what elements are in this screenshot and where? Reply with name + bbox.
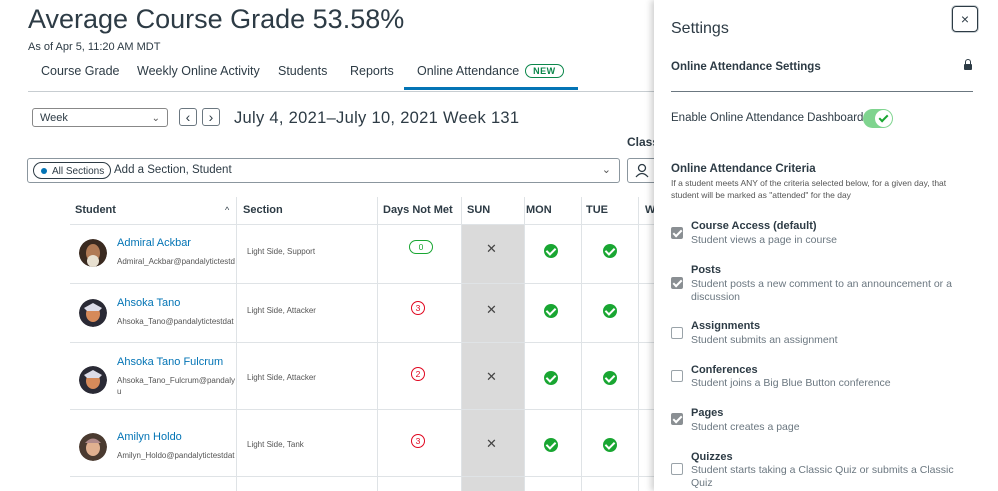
criterion-name: Assignments <box>691 320 761 332</box>
all-sections-pill[interactable]: All Sections <box>33 162 112 179</box>
person-icon <box>635 163 649 178</box>
attended-check-icon <box>603 304 617 318</box>
wed-header: W <box>645 204 654 216</box>
tue-header: TUE <box>586 204 608 216</box>
previous-week-button[interactable]: ‹ <box>179 108 197 126</box>
student-email: Amilyn_Holdo@pandalytictestdat <box>117 451 235 460</box>
criterion-name: Conferences <box>691 364 758 376</box>
criteria-heading: Online Attendance Criteria <box>671 163 816 175</box>
days-not-met-badge: 0 <box>409 240 433 254</box>
settings-title: Settings <box>671 20 729 37</box>
attended-check-icon <box>603 438 617 452</box>
student-view-button[interactable] <box>627 158 657 183</box>
attended-check-icon <box>544 244 558 258</box>
student-header[interactable]: Student <box>75 204 116 216</box>
student-section: Light Side, Tank <box>247 440 304 449</box>
days-not-met-header[interactable]: Days Not Met <box>383 204 453 216</box>
criterion-description: Student submits an assignment <box>691 334 838 346</box>
all-sections-label: All Sections <box>52 166 105 177</box>
page-title: Average Course Grade 53.58% <box>28 4 405 34</box>
student-email: Admiral_Ackbar@pandalytictestd <box>117 257 235 266</box>
tab-online-attendance[interactable]: Online Attendance NEW <box>404 64 578 90</box>
days-not-met-badge: 3 <box>411 434 425 448</box>
as-of-timestamp: As of Apr 5, 11:20 AM MDT <box>28 41 161 53</box>
student-section: Light Side, Attacker <box>247 306 316 315</box>
settings-panel: Settings × Online Attendance Settings En… <box>654 0 998 491</box>
tab-course-grade[interactable]: Course Grade <box>41 64 120 78</box>
sort-icon[interactable]: ^ <box>225 205 230 215</box>
class-label: Class <box>627 135 660 149</box>
date-range: July 4, 2021–July 10, 2021 Week 131 <box>234 109 520 127</box>
pages-checkbox[interactable] <box>671 413 683 425</box>
chevron-down-icon[interactable]: ⌄ <box>601 164 611 176</box>
attended-check-icon <box>603 371 617 385</box>
avatar <box>79 433 107 461</box>
absent-x-icon: ✕ <box>486 369 497 384</box>
student-section: Light Side, Support <box>247 247 316 256</box>
chevron-down-icon: ⌄ <box>151 113 160 124</box>
avatar <box>79 299 107 327</box>
dot-icon <box>41 168 47 174</box>
criterion-description: Student joins a Big Blue Button conferen… <box>691 377 891 389</box>
posts-checkbox[interactable] <box>671 277 683 289</box>
criterion-description: Student starts taking a Classic Quiz or … <box>691 464 954 489</box>
attended-check-icon <box>544 304 558 318</box>
quizzes-checkbox[interactable] <box>671 463 683 475</box>
week-select-value: Week <box>40 112 68 124</box>
criterion-name: Posts <box>691 264 721 276</box>
student-email: Ahsoka_Tano_Fulcrum@pandaly u <box>117 376 235 396</box>
absent-x-icon: ✕ <box>486 436 497 451</box>
tab-weekly-online-activity[interactable]: Weekly Online Activity <box>137 64 260 78</box>
section-header[interactable]: Section <box>243 204 283 216</box>
avatar <box>79 366 107 394</box>
criterion-name: Pages <box>691 407 724 419</box>
criterion-name: Course Access (default) <box>691 220 817 232</box>
tab-students[interactable]: Students <box>278 64 328 78</box>
sun-header: SUN <box>467 204 491 216</box>
criterion-description: Student views a page in course <box>691 234 837 246</box>
attended-check-icon <box>544 438 558 452</box>
criterion-name: Quizzes <box>691 451 733 463</box>
enable-dashboard-toggle[interactable] <box>863 109 893 128</box>
new-badge: NEW <box>525 64 564 78</box>
days-not-met-badge: 3 <box>411 301 425 315</box>
criterion-description: Student posts a new comment to an announ… <box>691 278 952 303</box>
mon-header: MON <box>526 204 552 216</box>
criteria-description: If a student meets ANY of the criteria s… <box>671 178 947 200</box>
filter-placeholder: Add a Section, Student <box>114 164 232 176</box>
tab-online-attendance-label: Online Attendance <box>417 64 520 78</box>
close-button[interactable]: × <box>952 6 978 32</box>
student-name-link[interactable]: Ahsoka Tano <box>117 297 181 309</box>
next-week-button[interactable]: › <box>202 108 220 126</box>
student-name-link[interactable]: Admiral Ackbar <box>117 237 191 249</box>
toggle-knob <box>875 110 892 127</box>
sunday-column-shade <box>461 225 524 491</box>
student-section: Light Side, Attacker <box>247 373 316 382</box>
lock-icon <box>964 59 972 70</box>
online-attendance-settings-heading: Online Attendance Settings <box>671 61 821 73</box>
tab-reports[interactable]: Reports <box>350 64 394 78</box>
course-access-checkbox[interactable] <box>671 227 683 239</box>
days-not-met-badge: 2 <box>411 367 425 381</box>
tab-bar: Course Grade Weekly Online Activity Stud… <box>28 58 654 92</box>
week-select[interactable]: Week ⌄ <box>32 108 168 127</box>
section-student-filter[interactable]: All Sections Add a Section, Student ⌄ <box>27 158 620 183</box>
avatar <box>79 239 107 267</box>
attended-check-icon <box>603 244 617 258</box>
criterion-description: Student creates a page <box>691 421 800 433</box>
absent-x-icon: ✕ <box>486 241 497 256</box>
student-email: Ahsoka_Tano@pandalytictestdat <box>117 317 234 326</box>
enable-dashboard-label: Enable Online Attendance Dashboard <box>671 112 864 124</box>
divider <box>671 91 973 92</box>
student-name-link[interactable]: Ahsoka Tano Fulcrum <box>117 356 224 368</box>
student-name-link[interactable]: Amilyn Holdo <box>117 431 182 443</box>
absent-x-icon: ✕ <box>486 302 497 317</box>
attended-check-icon <box>544 371 558 385</box>
attendance-table: Student ^ Section Days Not Met SUN MON T… <box>70 197 654 491</box>
conferences-checkbox[interactable] <box>671 370 683 382</box>
assignments-checkbox[interactable] <box>671 327 683 339</box>
